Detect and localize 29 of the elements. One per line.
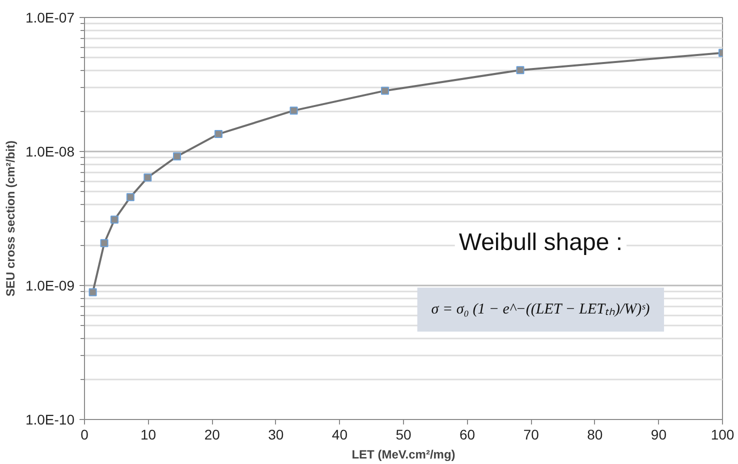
x-tick-label: 30 (268, 426, 284, 442)
x-tick-label: 0 (80, 426, 89, 442)
point (88, 288, 97, 296)
y-tick-label: 1.0E-09 (25, 278, 75, 294)
point (381, 86, 389, 95)
annotation: σ = σ₀ (1 − e^−((LET − LETₜₕ)/W)ˢ) (431, 302, 650, 318)
y-tick-label: 1.0E-10 (25, 412, 75, 428)
x-tick-label: 10 (140, 426, 156, 442)
point (144, 173, 152, 182)
point (214, 130, 222, 138)
annotation: Weibull shape : (458, 228, 622, 256)
x-tick-label: 90 (650, 426, 667, 442)
y-tick-label: 1.0E-07 (25, 10, 75, 26)
x-tick-label: 20 (204, 426, 220, 442)
x-tick-label: 40 (332, 426, 348, 442)
y-tick-label: 1.0E-08 (25, 144, 75, 160)
x-axis-title: LET (MeV.cm²/mg) (352, 448, 456, 462)
point (173, 152, 182, 160)
point (126, 193, 134, 202)
x-tick-label: 60 (460, 426, 476, 442)
point (110, 216, 118, 224)
y-axis-title: SEU cross section (cm²/bit) (3, 140, 18, 297)
point (100, 239, 108, 248)
x-tick-label: 100 (710, 426, 734, 442)
x-tick-label: 70 (523, 426, 540, 442)
point (290, 106, 298, 115)
point (516, 66, 524, 74)
x-tick-label: 50 (396, 426, 412, 442)
x-tick-label: 80 (587, 426, 603, 442)
